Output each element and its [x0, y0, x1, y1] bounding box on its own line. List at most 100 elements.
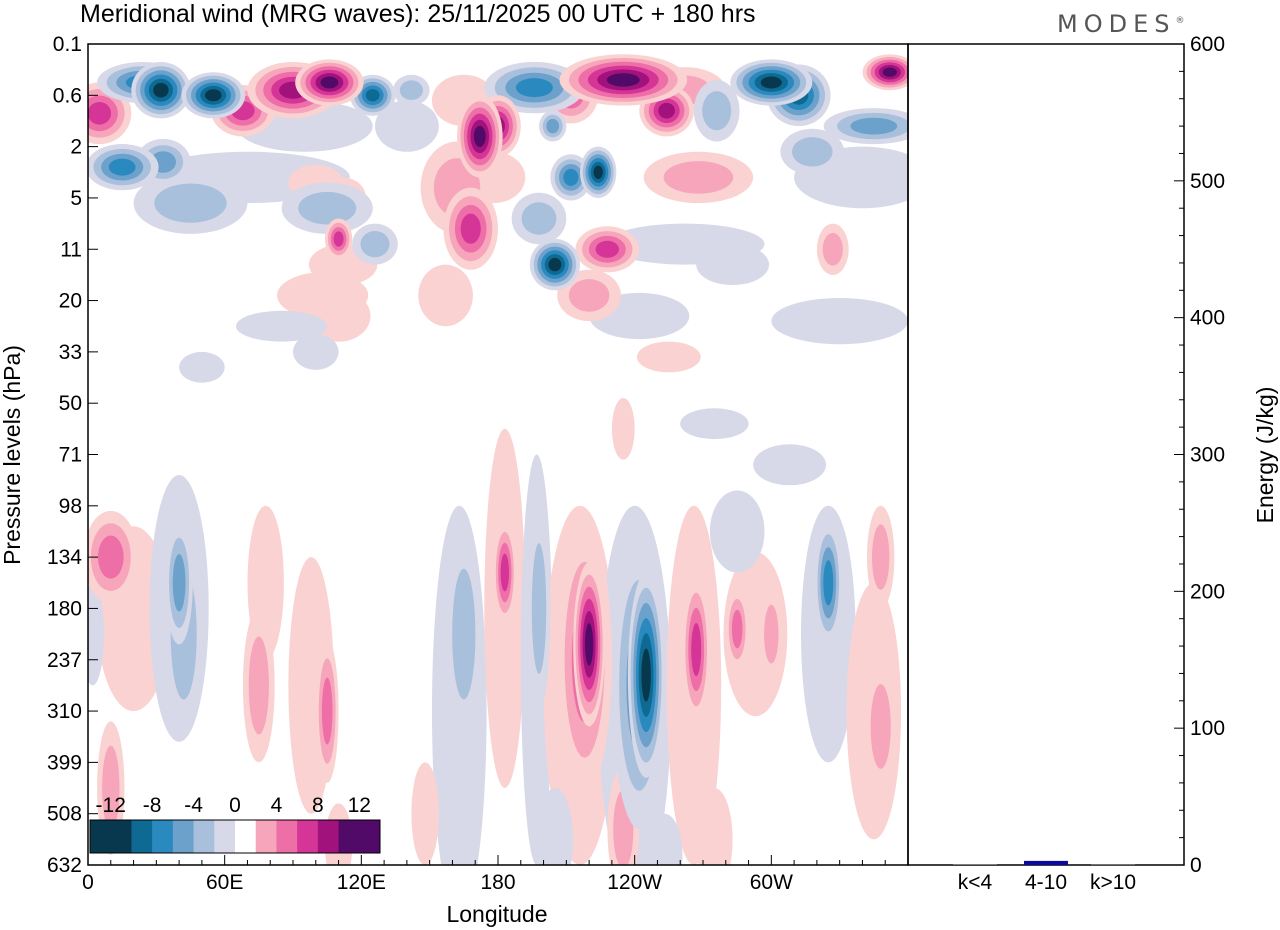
wind-feature	[511, 192, 567, 245]
wind-contour	[205, 89, 222, 102]
wind-feature	[88, 144, 159, 191]
wind-feature	[418, 264, 473, 327]
x-tick-label: 60W	[750, 871, 793, 894]
wind-contour	[536, 788, 574, 865]
y-tick-label: 0.1	[53, 33, 82, 56]
energy-tick-label: 100	[1190, 717, 1225, 740]
energy-tick-label: 200	[1190, 580, 1225, 603]
wind-feature	[693, 79, 740, 142]
wind-feature	[133, 172, 248, 234]
colorbar-swatch	[131, 820, 153, 853]
y-axis: 0.1 0.6 2 5 11 20 33 50 71 98 134 180 237 310 399 508 63…	[47, 33, 98, 877]
energy-axis-label: Energy (J/kg)	[1252, 387, 1278, 524]
wind-feature	[573, 562, 605, 727]
wind-contour	[360, 231, 390, 258]
energy-tick-label: 600	[1190, 33, 1225, 56]
colorbar-swatch	[214, 820, 236, 853]
y-tick-label: 11	[60, 238, 82, 261]
colorbar-frame	[89, 819, 381, 854]
wind-feature	[862, 54, 908, 91]
colorbar-swatch	[297, 820, 319, 853]
wind-contour	[658, 102, 675, 119]
y-tick-label: 180	[47, 597, 82, 620]
wind-feature	[536, 788, 574, 865]
wind-contour	[88, 102, 112, 125]
wind-feature	[236, 310, 328, 342]
wind-contour	[663, 161, 734, 194]
wind-contour	[731, 609, 743, 649]
wind-feature	[165, 521, 193, 645]
wind-contour	[452, 568, 476, 700]
energy-tick-label: 400	[1190, 307, 1225, 330]
wind-contour	[521, 202, 557, 235]
wind-contour	[399, 80, 423, 100]
wind-field	[88, 54, 908, 865]
y-tick-label: 508	[47, 803, 82, 826]
wind-feature	[550, 154, 592, 201]
wind-feature	[295, 59, 364, 106]
wind-contour	[641, 648, 651, 702]
wind-feature	[527, 505, 551, 711]
wind-contour	[531, 543, 547, 674]
colorbar-swatch	[276, 820, 298, 853]
wind-contour	[321, 677, 333, 745]
wind-contour	[153, 82, 169, 98]
energy-category-label: k<4	[958, 871, 993, 894]
wind-feature	[823, 108, 908, 145]
wind-contour	[548, 257, 562, 272]
colorbar-label: -4	[184, 794, 203, 817]
wind-contour	[236, 310, 328, 342]
wind-feature	[575, 226, 640, 273]
energy-bar	[953, 864, 997, 865]
wind-feature	[646, 813, 683, 865]
wind-feature	[636, 341, 701, 373]
wind-feature	[559, 54, 688, 106]
wind-feature	[393, 74, 430, 106]
wind-contour	[753, 444, 826, 486]
wind-contour	[333, 231, 344, 247]
energy-category-label: 4-10	[1025, 871, 1067, 894]
colorbar-label: -8	[143, 794, 162, 817]
wind-feature	[814, 521, 842, 645]
wind-feature	[682, 577, 710, 722]
wind-contour	[563, 168, 579, 186]
wind-feature	[443, 187, 499, 270]
wind-feature	[730, 59, 813, 106]
wind-feature	[88, 510, 139, 604]
energy-tick-label: 500	[1190, 170, 1225, 193]
wind-contour	[546, 118, 560, 134]
wind-feature	[680, 408, 749, 440]
wind-contour	[154, 183, 227, 223]
wind-contour	[764, 604, 779, 664]
x-tick-label: 180	[480, 871, 515, 894]
colorbar-swatch	[338, 820, 360, 853]
wind-contour	[611, 398, 635, 460]
wind-contour	[691, 623, 702, 676]
colorbar-swatch	[110, 820, 132, 853]
wind-feature	[771, 298, 908, 345]
y-tick-label: 399	[47, 751, 82, 774]
y-tick-label: 237	[47, 649, 82, 672]
colorbar-legend: -12 -8 -4 0 4 8 12	[89, 794, 381, 854]
wind-contour	[771, 298, 908, 345]
wind-feature	[493, 521, 517, 624]
colorbar-swatch	[235, 820, 257, 853]
x-tick-label: 120W	[607, 871, 662, 894]
x-tick-label: 0	[82, 871, 94, 894]
y-tick-label: 310	[47, 700, 82, 723]
wind-feature	[580, 146, 617, 198]
wind-feature	[484, 61, 585, 114]
wind-feature	[696, 244, 769, 286]
colorbar-swatch	[90, 820, 112, 853]
wind-feature	[315, 639, 339, 783]
colorbar-swatch	[317, 820, 340, 853]
wind-feature	[696, 788, 733, 865]
x-axis-label: Longitude	[446, 901, 547, 927]
wind-feature	[627, 572, 665, 778]
y-tick-label: 0.6	[53, 84, 82, 107]
wind-contour	[585, 623, 594, 666]
wind-feature	[780, 128, 845, 175]
energy-bars: k<4 4-10 k>10	[953, 860, 1136, 894]
y-tick-label: 632	[47, 854, 82, 877]
wind-feature	[759, 587, 783, 681]
